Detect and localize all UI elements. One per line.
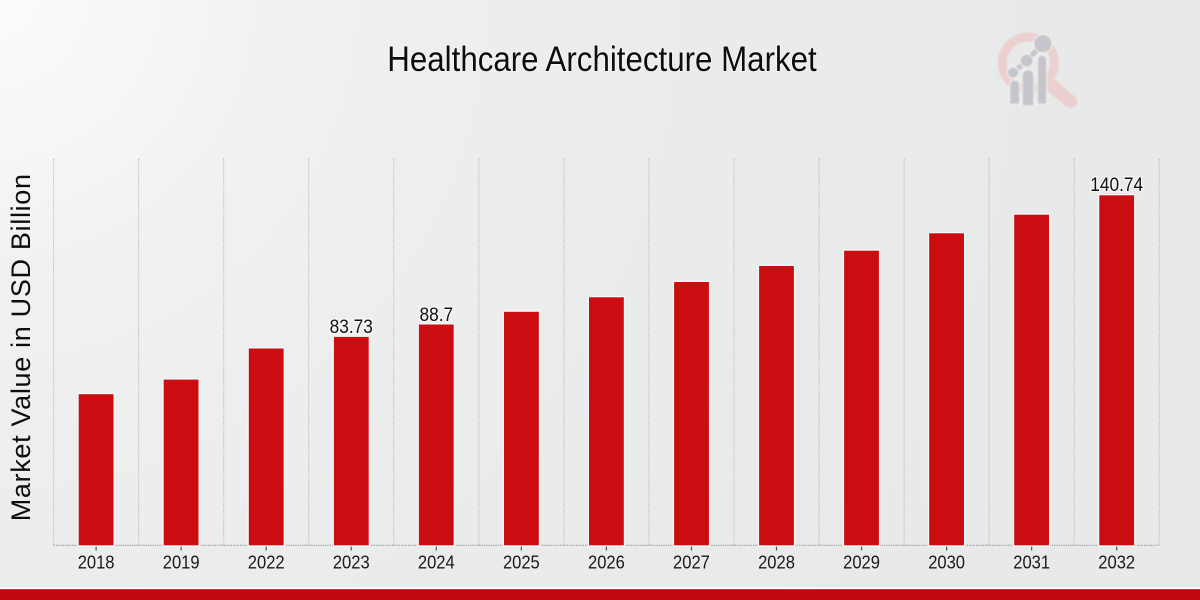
svg-text:2029: 2029 [843, 551, 880, 572]
svg-text:2026: 2026 [588, 551, 625, 572]
svg-text:2028: 2028 [758, 551, 795, 572]
svg-text:Healthcare Architecture Market: Healthcare Architecture Market [387, 41, 816, 80]
svg-text:88.7: 88.7 [420, 303, 454, 325]
svg-text:2019: 2019 [163, 551, 200, 572]
svg-text:2024: 2024 [418, 551, 455, 572]
svg-text:140.74: 140.74 [1090, 173, 1143, 195]
svg-text:2022: 2022 [248, 551, 285, 572]
svg-text:2031: 2031 [1013, 551, 1050, 572]
svg-text:2032: 2032 [1098, 551, 1135, 572]
svg-text:83.73: 83.73 [330, 315, 373, 337]
svg-text:2018: 2018 [78, 551, 115, 572]
svg-text:2025: 2025 [503, 551, 540, 572]
svg-text:2030: 2030 [928, 551, 965, 572]
svg-text:Market Value in USD Billion: Market Value in USD Billion [6, 173, 36, 521]
svg-text:2027: 2027 [673, 551, 710, 572]
svg-text:2023: 2023 [333, 551, 370, 572]
